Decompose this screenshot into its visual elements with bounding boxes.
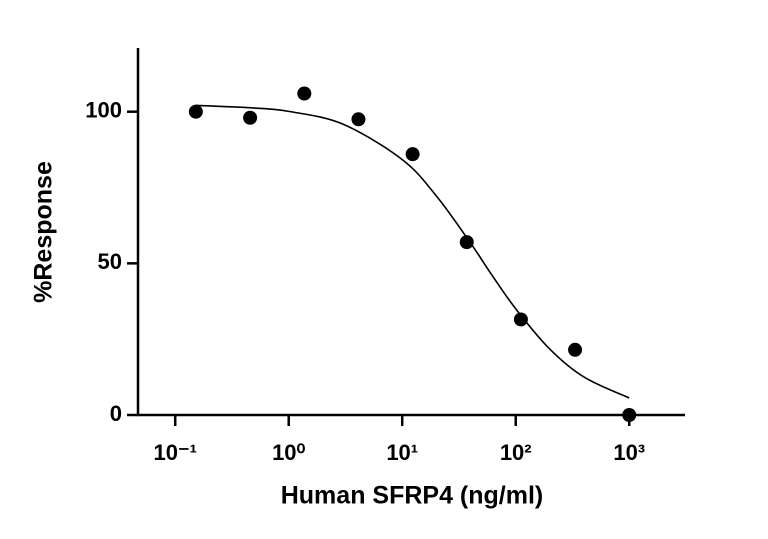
y-tick-label: 50 bbox=[98, 249, 122, 274]
x-axis-title: Human SFRP4 (ng/ml) bbox=[281, 482, 544, 510]
data-point bbox=[568, 342, 583, 357]
data-point bbox=[459, 235, 474, 250]
data-point bbox=[513, 312, 528, 327]
data-point bbox=[243, 110, 258, 125]
x-tick-label: 10¹ bbox=[386, 440, 418, 465]
x-tick-label: 10³ bbox=[613, 440, 645, 465]
x-tick-label: 10² bbox=[500, 440, 532, 465]
data-point bbox=[622, 408, 637, 422]
data-point bbox=[297, 86, 312, 101]
data-point bbox=[351, 112, 366, 127]
y-axis-title: %Response bbox=[30, 161, 58, 303]
data-point bbox=[188, 104, 203, 119]
y-tick-label: 100 bbox=[85, 98, 122, 123]
data-point bbox=[405, 147, 420, 162]
x-tick-label: 10⁻¹ bbox=[154, 440, 197, 465]
fit-curve bbox=[195, 104, 630, 399]
y-tick-label: 0 bbox=[110, 401, 122, 426]
x-tick-label: 10⁰ bbox=[272, 440, 305, 465]
